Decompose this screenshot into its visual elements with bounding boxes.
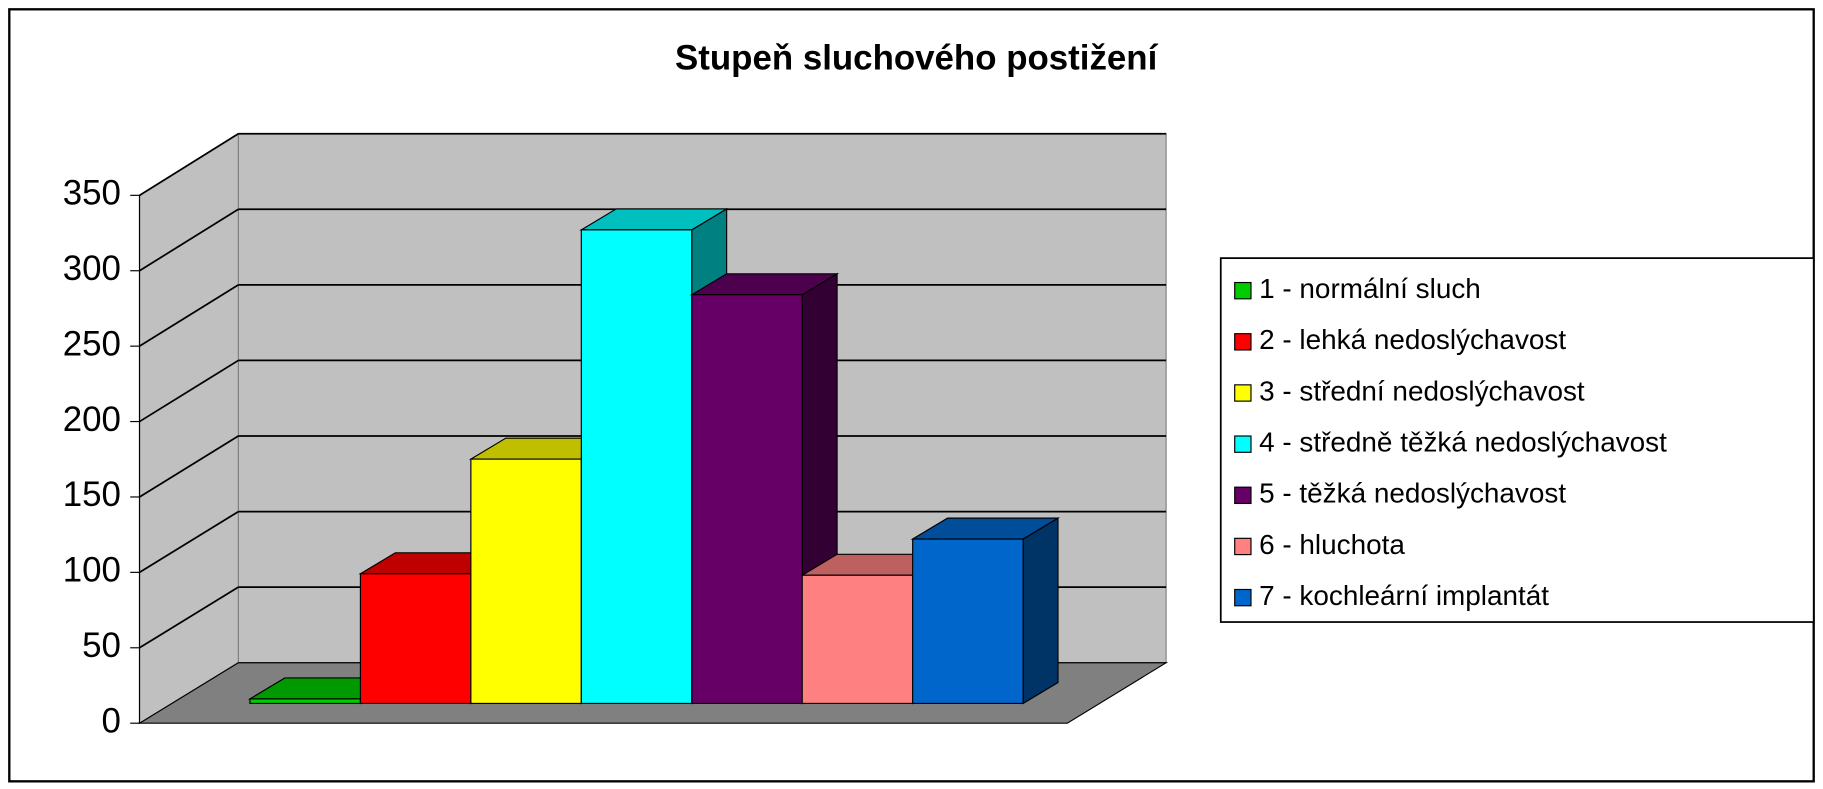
legend-label: 4 - středně těžká nedoslýchavost xyxy=(1259,427,1667,458)
legend-swatch xyxy=(1234,435,1252,453)
y-tick-label: 50 xyxy=(82,626,121,665)
y-tick-label: 350 xyxy=(63,174,121,213)
bar xyxy=(580,229,693,705)
y-tick-label: 250 xyxy=(63,324,121,363)
legend-swatch xyxy=(1234,384,1252,402)
legend-swatch xyxy=(1234,281,1252,300)
legend-swatch xyxy=(1234,537,1252,556)
legend xyxy=(1219,257,1815,623)
bar xyxy=(691,294,803,705)
bar xyxy=(470,458,582,705)
legend-label: 3 - střední nedoslýchavost xyxy=(1259,375,1585,406)
grid-line xyxy=(139,435,239,498)
legend-label: 2 - lehká nedoslýchavost xyxy=(1259,324,1566,355)
grid-line xyxy=(139,208,239,272)
y-tick-label: 150 xyxy=(63,475,121,514)
legend-label: 1 - normální sluch xyxy=(1259,273,1481,304)
grid-line xyxy=(139,284,239,347)
y-tick-label: 200 xyxy=(63,400,121,439)
legend-label: 5 - těžká nedoslýchavost xyxy=(1259,478,1566,509)
grid-line xyxy=(139,132,239,197)
bar xyxy=(801,574,914,705)
y-tick-label: 100 xyxy=(63,551,121,590)
grid-line xyxy=(139,586,239,649)
y-tick-label: 300 xyxy=(63,249,121,288)
legend-swatch xyxy=(1234,333,1252,351)
bar xyxy=(249,698,361,705)
legend-label: 7 - kochleární implantát xyxy=(1259,580,1549,611)
bar-side xyxy=(1022,517,1059,705)
bar xyxy=(912,538,1024,705)
grid-line xyxy=(139,359,239,423)
bar xyxy=(359,573,472,705)
chart-title: Stupeň sluchového postižení xyxy=(675,39,1159,78)
grid-line xyxy=(139,510,239,574)
side-wall xyxy=(138,132,239,725)
legend-swatch xyxy=(1234,588,1252,607)
legend-swatch xyxy=(1234,486,1252,505)
legend-label: 6 - hluchota xyxy=(1259,529,1405,560)
y-tick-label: 0 xyxy=(102,701,121,740)
